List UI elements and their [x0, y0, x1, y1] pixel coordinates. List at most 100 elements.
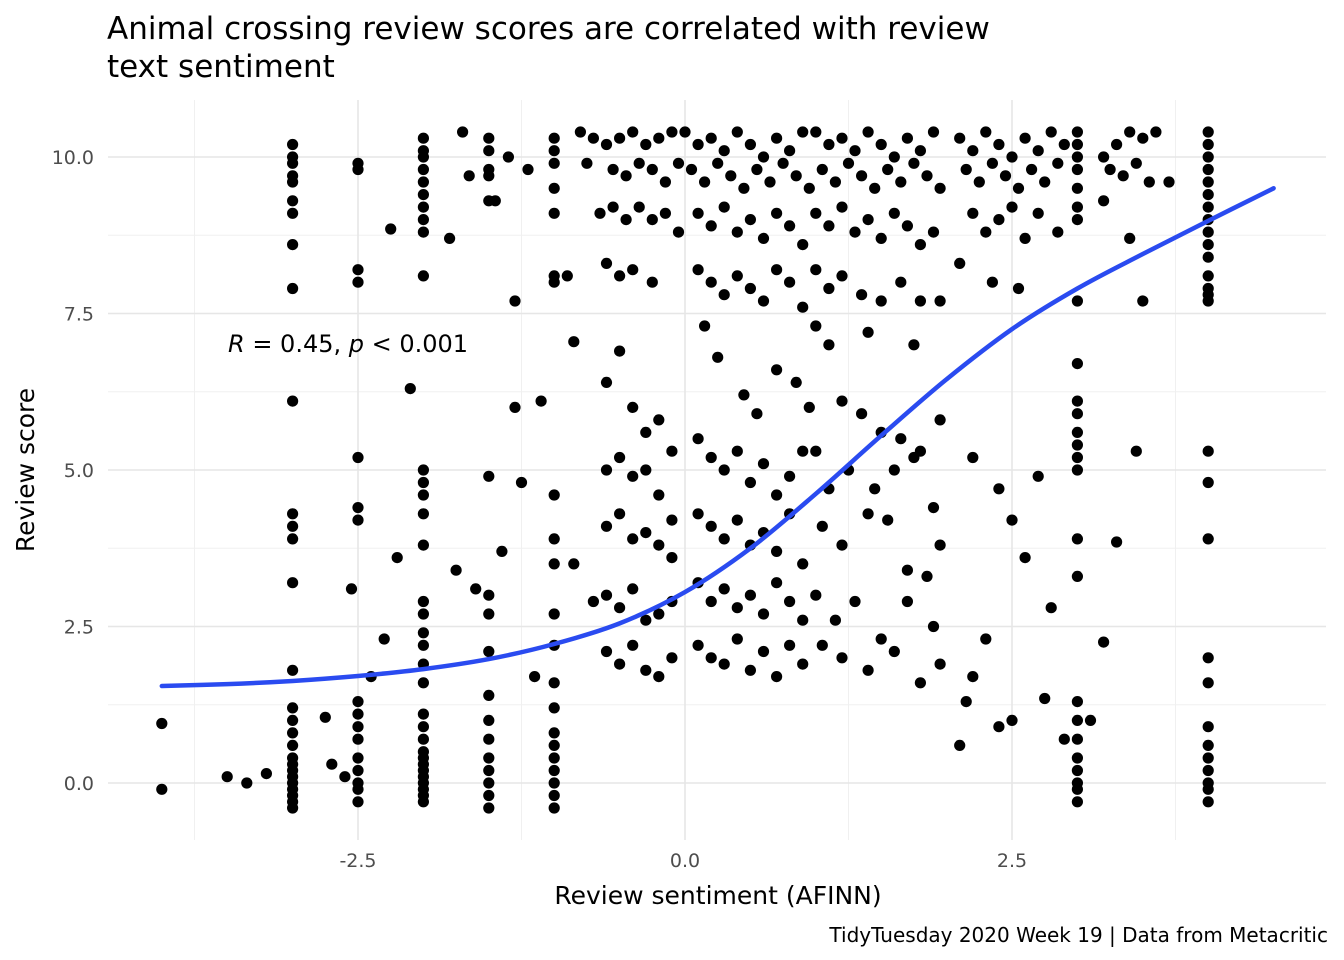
- data-point: [614, 132, 626, 144]
- x-axis-title: Review sentiment (AFINN): [554, 881, 881, 910]
- data-point: [548, 145, 560, 157]
- data-point: [1071, 464, 1083, 476]
- data-point: [797, 126, 809, 138]
- data-point: [352, 721, 364, 733]
- data-point: [417, 189, 429, 201]
- data-point: [875, 138, 887, 151]
- data-point: [836, 395, 848, 407]
- data-point: [1202, 151, 1214, 163]
- data-point: [914, 239, 927, 251]
- data-point: [1058, 733, 1070, 745]
- p-value: < 0.001: [364, 330, 468, 358]
- data-point: [287, 664, 299, 676]
- data-point: [548, 182, 560, 194]
- data-point: [757, 295, 770, 307]
- data-point: [784, 470, 796, 482]
- data-point: [483, 608, 495, 620]
- data-point: [417, 627, 429, 639]
- data-point: [417, 476, 429, 489]
- data-point: [417, 270, 429, 282]
- data-point: [640, 426, 652, 438]
- data-point: [862, 508, 874, 520]
- data-point: [797, 658, 809, 670]
- x-axis-ticks: -2.5 0.0 2.5: [339, 850, 1027, 872]
- data-point: [417, 721, 429, 733]
- data-point: [659, 207, 672, 219]
- x-tick-label: 2.5: [997, 850, 1027, 872]
- data-point: [816, 639, 828, 651]
- data-point: [483, 170, 495, 182]
- data-point: [627, 264, 639, 276]
- data-point: [574, 126, 587, 138]
- data-point: [1071, 408, 1083, 420]
- data-point: [1202, 652, 1214, 664]
- data-point: [287, 739, 299, 752]
- data-point: [967, 451, 979, 464]
- data-point: [548, 702, 560, 714]
- data-point: [489, 195, 501, 207]
- data-point: [731, 514, 743, 526]
- data-point: [731, 270, 743, 282]
- data-point: [1032, 470, 1044, 482]
- data-point: [685, 163, 698, 176]
- data-point: [241, 777, 253, 789]
- data-point: [803, 401, 815, 413]
- data-point: [587, 132, 600, 144]
- data-point: [927, 620, 940, 633]
- data-point: [1202, 796, 1214, 808]
- caption: TidyTuesday 2020 Week 19 | Data from Met…: [828, 923, 1328, 947]
- data-point: [757, 458, 770, 470]
- data-point: [731, 126, 743, 138]
- data-point: [1071, 214, 1083, 226]
- data-point: [1012, 282, 1025, 295]
- data-point: [927, 226, 940, 238]
- data-point: [529, 671, 541, 683]
- data-point: [914, 295, 927, 307]
- data-point: [934, 539, 946, 551]
- data-point: [1071, 783, 1083, 795]
- data-point: [914, 677, 927, 689]
- data-point: [921, 170, 933, 182]
- grid: [108, 100, 1326, 840]
- data-point: [1006, 151, 1018, 163]
- data-point: [718, 533, 730, 545]
- data-point: [1143, 176, 1155, 188]
- correlation-annotation: R = 0.45, p < 0.001: [228, 330, 468, 358]
- data-point: [842, 157, 855, 169]
- data-point: [692, 207, 704, 219]
- data-point: [417, 608, 429, 620]
- data-point: [1019, 552, 1031, 564]
- data-point: [954, 257, 966, 269]
- data-point: [450, 564, 462, 576]
- data-point: [653, 414, 665, 426]
- data-point: [640, 527, 652, 539]
- data-point: [888, 207, 900, 219]
- data-point: [1045, 602, 1057, 614]
- data-point: [862, 126, 874, 138]
- data-point: [738, 389, 750, 401]
- data-point: [287, 138, 299, 151]
- data-point: [522, 163, 534, 176]
- p-symbol: p: [348, 330, 364, 358]
- data-point: [483, 589, 495, 601]
- data-point: [1052, 226, 1064, 238]
- data-point: [882, 163, 894, 176]
- data-point: [600, 589, 613, 601]
- data-point: [653, 539, 665, 551]
- data-point: [993, 214, 1005, 226]
- data-point: [352, 502, 364, 514]
- data-point: [849, 226, 861, 238]
- scatter-points: [156, 126, 1214, 814]
- data-point: [607, 201, 619, 213]
- data-point: [829, 614, 842, 626]
- data-point: [810, 126, 822, 138]
- data-point: [646, 163, 658, 176]
- data-point: [967, 207, 979, 219]
- data-point: [810, 445, 822, 457]
- data-point: [836, 201, 848, 213]
- data-point: [319, 711, 331, 723]
- data-point: [417, 508, 429, 520]
- data-point: [718, 583, 730, 595]
- data-point: [699, 176, 711, 188]
- data-point: [352, 764, 364, 777]
